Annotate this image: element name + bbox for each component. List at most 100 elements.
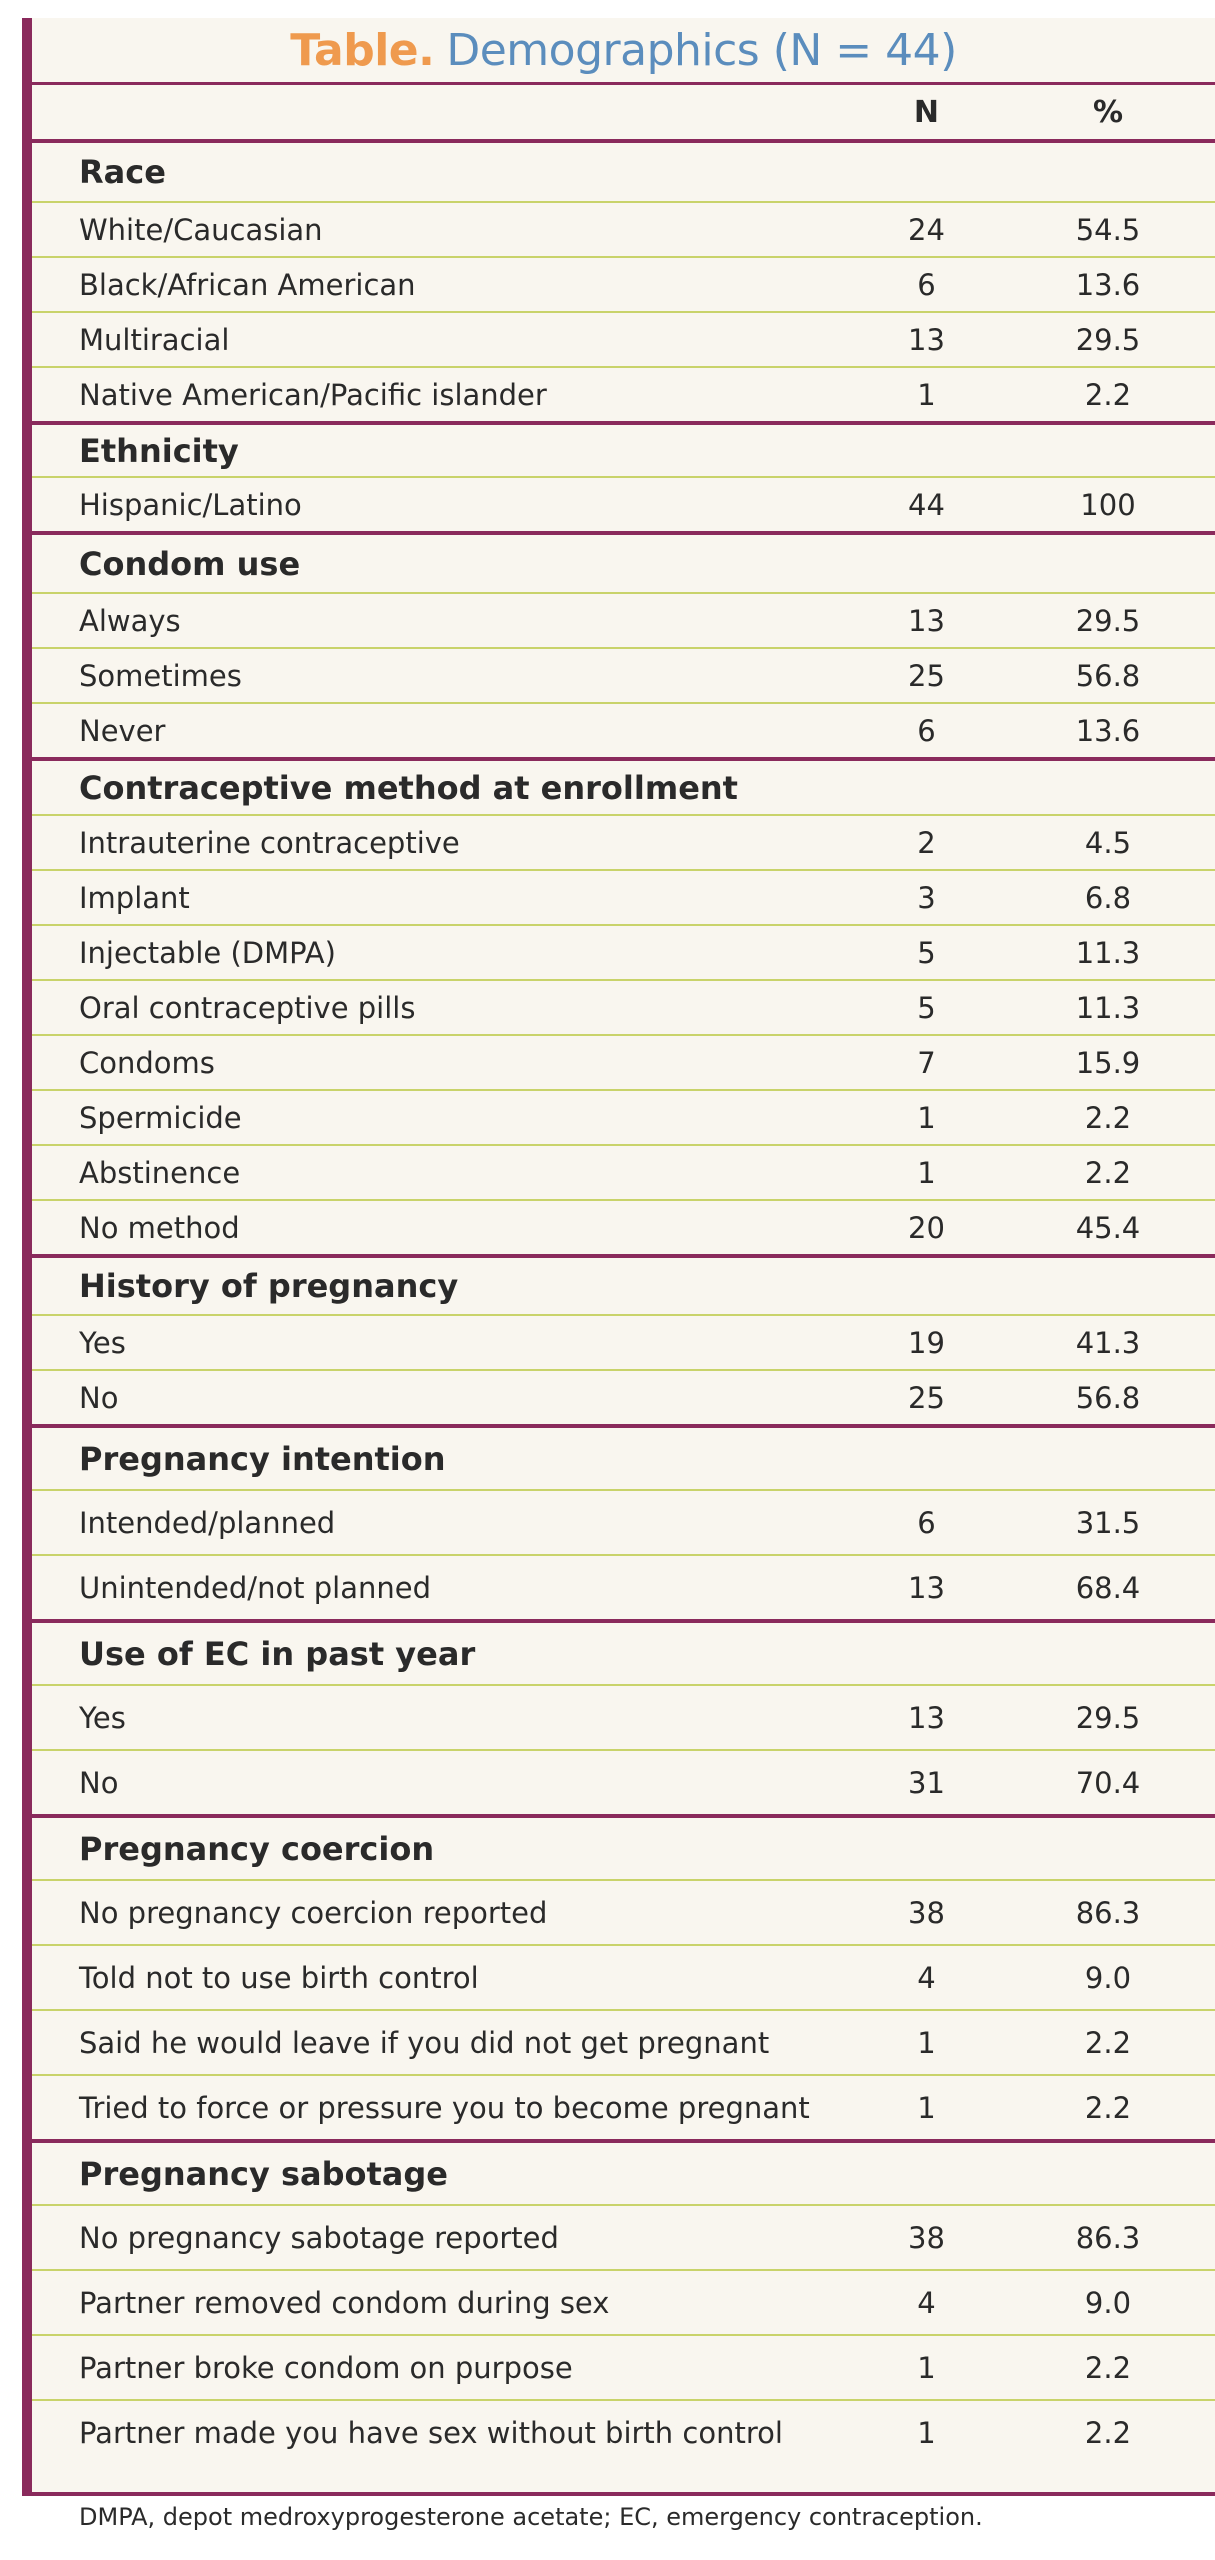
row-n-value: 44 bbox=[908, 487, 945, 522]
row-label: Black/African American bbox=[79, 267, 416, 302]
row-percent-value: 13.6 bbox=[1075, 713, 1141, 748]
row-percent-value: 68.4 bbox=[1075, 1570, 1141, 1605]
row-label: Condoms bbox=[79, 1045, 215, 1080]
row-n-value: 7 bbox=[917, 1045, 936, 1080]
table-row: Injectable (DMPA) 5 11.3 bbox=[32, 924, 1215, 979]
row-n-value: 25 bbox=[908, 1380, 945, 1415]
row-percent-value: 2.2 bbox=[1084, 1155, 1132, 1190]
row-n-value: 1 bbox=[917, 377, 936, 412]
table-row: Spermicide 1 2.2 bbox=[32, 1089, 1215, 1144]
table-row: Abstinence 1 2.2 bbox=[32, 1144, 1215, 1199]
table-row: No method 20 45.4 bbox=[32, 1199, 1215, 1254]
table-row: Said he would leave if you did not get p… bbox=[32, 2009, 1215, 2074]
row-n-value: 3 bbox=[917, 880, 936, 915]
row-label: Multiracial bbox=[79, 322, 230, 357]
row-n-value: 38 bbox=[908, 1895, 945, 1930]
table-row: Oral contraceptive pills 5 11.3 bbox=[32, 979, 1215, 1034]
column-header-row: N % bbox=[32, 82, 1215, 139]
row-label: Yes bbox=[79, 1325, 126, 1360]
row-label: Abstinence bbox=[79, 1155, 241, 1190]
row-label: Implant bbox=[79, 880, 190, 915]
row-percent-value: 86.3 bbox=[1075, 1895, 1141, 1930]
row-label: Partner removed condom during sex bbox=[79, 2285, 610, 2320]
row-n-value: 6 bbox=[917, 713, 936, 748]
row-label: Native American/Pacific islander bbox=[79, 377, 547, 412]
row-n-value: 1 bbox=[917, 1155, 936, 1190]
table-row: Yes 19 41.3 bbox=[32, 1314, 1215, 1369]
table-body: Race White/Caucasian 24 54.5 Black/African A… bbox=[32, 139, 1215, 2464]
table-row: No pregnancy sabotage reported 38 86.3 bbox=[32, 2204, 1215, 2269]
row-label: No pregnancy coercion reported bbox=[79, 1895, 548, 1930]
row-percent-value: 6.8 bbox=[1084, 880, 1132, 915]
section-heading: Contraceptive method at enrollment bbox=[79, 768, 738, 807]
row-label: No bbox=[79, 1380, 119, 1415]
row-percent-value: 2.2 bbox=[1084, 1100, 1132, 1135]
table-row: Yes 13 29.5 bbox=[32, 1684, 1215, 1749]
row-label: Yes bbox=[79, 1700, 126, 1735]
section-heading-row: Use of EC in past year bbox=[32, 1619, 1215, 1684]
row-label: No pregnancy sabotage reported bbox=[79, 2220, 559, 2255]
row-label: Partner broke condom on purpose bbox=[79, 2350, 573, 2385]
row-n-value: 1 bbox=[917, 2350, 936, 2385]
table-row: Hispanic/Latino 44 100 bbox=[32, 476, 1215, 531]
row-percent-value: 100 bbox=[1080, 487, 1136, 522]
row-n-value: 19 bbox=[908, 1325, 945, 1360]
row-n-value: 1 bbox=[917, 1100, 936, 1135]
row-percent-value: 41.3 bbox=[1075, 1325, 1141, 1360]
row-n-value: 1 bbox=[917, 2090, 936, 2125]
row-label: Unintended/not planned bbox=[79, 1570, 432, 1605]
table-row: Told not to use birth control 4 9.0 bbox=[32, 1944, 1215, 2009]
row-percent-value: 2.2 bbox=[1084, 2090, 1132, 2125]
section-heading: Race bbox=[79, 153, 166, 191]
row-label: Tried to force or pressure you to become… bbox=[79, 2090, 810, 2125]
row-label: Hispanic/Latino bbox=[79, 487, 302, 522]
row-label: Never bbox=[79, 713, 166, 748]
table-title: Table. Demographics (N = 44) bbox=[32, 18, 1215, 82]
section-heading: Pregnancy coercion bbox=[79, 1829, 435, 1868]
table-row: Sometimes 25 56.8 bbox=[32, 647, 1215, 702]
row-percent-value: 11.3 bbox=[1075, 990, 1141, 1025]
row-label: Intrauterine contraceptive bbox=[79, 825, 460, 860]
row-n-value: 6 bbox=[917, 1505, 936, 1540]
row-n-value: 31 bbox=[908, 1765, 945, 1800]
row-n-value: 2 bbox=[917, 825, 936, 860]
table-row: Partner broke condom on purpose 1 2.2 bbox=[32, 2334, 1215, 2399]
row-percent-value: 2.2 bbox=[1084, 2415, 1132, 2450]
row-percent-value: 13.6 bbox=[1075, 267, 1141, 302]
row-n-value: 4 bbox=[917, 2285, 936, 2320]
demographics-table: Table. Demographics (N = 44) N % Race Whi… bbox=[22, 18, 1215, 2496]
row-n-value: 1 bbox=[917, 2415, 936, 2450]
row-percent-value: 15.9 bbox=[1075, 1045, 1141, 1080]
row-percent-value: 56.8 bbox=[1075, 658, 1141, 693]
row-label: Sometimes bbox=[79, 658, 242, 693]
table-row: Partner removed condom during sex 4 9.0 bbox=[32, 2269, 1215, 2334]
row-label: No bbox=[79, 1765, 119, 1800]
row-percent-value: 45.4 bbox=[1075, 1210, 1141, 1245]
column-header-n: N bbox=[913, 94, 940, 130]
row-n-value: 5 bbox=[917, 935, 936, 970]
row-percent-value: 29.5 bbox=[1075, 1700, 1141, 1735]
table-row: Implant 3 6.8 bbox=[32, 869, 1215, 924]
row-n-value: 4 bbox=[917, 1960, 936, 1995]
section-heading-row: Contraceptive method at enrollment bbox=[32, 757, 1215, 814]
table-row: Never 6 13.6 bbox=[32, 702, 1215, 757]
row-n-value: 38 bbox=[908, 2220, 945, 2255]
row-percent-value: 86.3 bbox=[1075, 2220, 1141, 2255]
row-n-value: 13 bbox=[908, 1570, 945, 1605]
row-percent-value: 4.5 bbox=[1084, 825, 1132, 860]
row-percent-value: 29.5 bbox=[1075, 322, 1141, 357]
table-row: Native American/Pacific islander 1 2.2 bbox=[32, 366, 1215, 421]
row-label: Told not to use birth control bbox=[79, 1960, 479, 1995]
row-n-value: 20 bbox=[908, 1210, 945, 1245]
table-row: Condoms 7 15.9 bbox=[32, 1034, 1215, 1089]
table-row: Multiracial 13 29.5 bbox=[32, 311, 1215, 366]
table-row: White/Caucasian 24 54.5 bbox=[32, 201, 1215, 256]
section-heading: History of pregnancy bbox=[79, 1267, 459, 1305]
table-row: Unintended/not planned 13 68.4 bbox=[32, 1554, 1215, 1619]
section-heading-row: History of pregnancy bbox=[32, 1254, 1215, 1314]
table-row: No 31 70.4 bbox=[32, 1749, 1215, 1814]
row-label: Spermicide bbox=[79, 1100, 242, 1135]
row-n-value: 13 bbox=[908, 1700, 945, 1735]
row-label: Oral contraceptive pills bbox=[79, 990, 416, 1025]
row-percent-value: 2.2 bbox=[1084, 377, 1132, 412]
